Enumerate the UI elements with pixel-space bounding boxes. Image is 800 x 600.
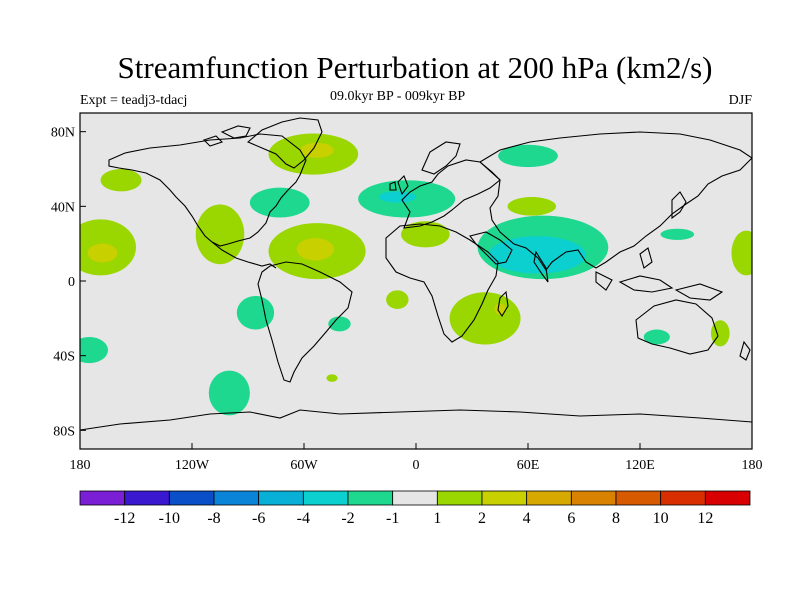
colorbar-label: -4 (297, 510, 310, 527)
colorbar-swatch (168, 490, 215, 506)
colorbar-swatch (347, 490, 394, 506)
x-tick-label: 120W (175, 458, 210, 473)
chart-title: Streamfunction Perturbation at 200 hPa (… (117, 50, 713, 85)
colorbar-swatch (481, 490, 528, 506)
x-tick-label: 120E (625, 458, 655, 473)
anomaly-region-mexico-positive (195, 204, 245, 265)
anomaly-region-arctic-asia-negative (498, 144, 558, 168)
colorbar-swatch (615, 490, 662, 506)
coast-se-asia-islands (595, 247, 724, 301)
anomaly-region-drake-positive (326, 374, 338, 382)
coast-central-america (211, 241, 277, 269)
colorbar-label: 10 (653, 510, 669, 527)
coast-new-zealand (739, 340, 751, 361)
season-label: DJF (728, 93, 752, 108)
x-tick-label: 60E (517, 458, 540, 473)
anomaly-region-caribbean-core (296, 238, 334, 261)
x-tick-label: 180 (742, 458, 763, 473)
anomaly-region-north-africa-positive (401, 221, 450, 248)
coast-antarctica (80, 409, 752, 431)
colorbar-label: -2 (341, 510, 354, 527)
anomaly-region-australia-negative (643, 329, 670, 345)
coastlines (80, 117, 752, 431)
colorbar-swatch (570, 490, 617, 506)
coast-asia (479, 131, 752, 271)
anomaly-region-south-ocean-negative (208, 370, 250, 416)
period-subtitle: 09.0kyr BP - 009kyr BP (330, 89, 466, 104)
colorbar-swatch (436, 490, 483, 506)
coast-arabia (469, 231, 513, 265)
anomaly-region-north-america-negative (249, 187, 310, 218)
experiment-label: Expt = teadj3-tdacj (80, 93, 188, 108)
anomaly-region-south-atlantic-positive (386, 290, 409, 309)
colorbar-label: 6 (567, 510, 575, 527)
colorbar-swatch (124, 490, 170, 506)
anomaly-region-east-pacific-core (87, 243, 118, 263)
coast-australia (635, 299, 719, 355)
coast-africa (385, 223, 499, 343)
colorbar-swatch (392, 490, 438, 506)
coast-arctic-islands (202, 125, 251, 147)
y-tick-label: 40S (53, 350, 75, 365)
colorbar-label: 4 (523, 510, 531, 527)
colorbar-label: -8 (207, 510, 220, 527)
x-tick-label: 0 (413, 458, 420, 473)
colorbar-swatch (704, 490, 751, 506)
colorbar-label: 1 (433, 510, 441, 527)
anomaly-region-greenland-core (300, 142, 334, 158)
colorbar-swatch (213, 490, 260, 506)
coast-south-america (257, 261, 353, 383)
y-tick-label: 80N (51, 126, 75, 141)
anomaly-region-western-pacific-positive (731, 230, 752, 276)
colorbar-swatch (258, 490, 304, 506)
colorbar-label: -6 (252, 510, 265, 527)
colorbar-label: -10 (159, 510, 180, 527)
colorbar-label: 8 (612, 510, 620, 527)
colorbar: -12 -10 -8 -6 -4 -2 -1 1 2 4 6 8 10 12 (79, 490, 751, 527)
map-background (80, 113, 752, 449)
colorbar-label: -12 (114, 510, 135, 527)
colorbar-swatch (526, 490, 572, 506)
anomaly-region-europe-core (378, 191, 417, 203)
anomaly-region-south-pacific-negative (236, 295, 275, 330)
x-tick-label: 60W (290, 458, 318, 473)
coast-madagascar (497, 290, 509, 318)
coast-north-america (108, 133, 307, 247)
anomaly-region-indo-west-pacific-negative (660, 228, 695, 240)
anomaly-region-south-atlantic-negative (328, 316, 351, 332)
y-tick-label: 40N (51, 200, 75, 215)
anomaly-region-central-asia-positive (507, 197, 556, 216)
colorbar-label: 12 (697, 510, 713, 527)
colorbar-swatch (302, 490, 349, 506)
coast-greenland (246, 117, 323, 169)
colorbar-swatch (660, 490, 706, 506)
coast-british-isles (389, 175, 409, 196)
anomaly-region-north-pacific-positive (100, 169, 142, 192)
coast-scandinavia (421, 141, 461, 175)
coast-japan (671, 191, 687, 220)
coast-india (533, 250, 549, 283)
y-tick-label: 0 (68, 275, 75, 290)
colorbar-label: 2 (478, 510, 486, 527)
colorbar-label: -1 (386, 510, 399, 527)
x-tick-label: 180 (70, 458, 91, 473)
colorbar-swatch (79, 490, 126, 506)
anomaly-region-southeast-pacific-negative (80, 337, 108, 364)
anomaly-region-mozambique-core (494, 303, 506, 315)
y-tick-label: 80S (53, 424, 75, 439)
